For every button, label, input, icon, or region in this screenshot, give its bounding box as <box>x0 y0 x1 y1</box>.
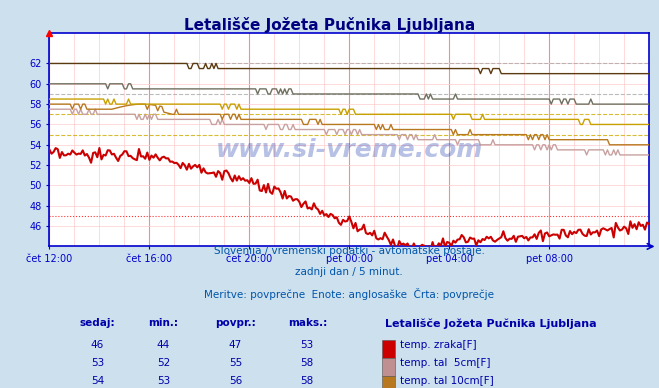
Text: 53: 53 <box>157 376 170 386</box>
Bar <box>382 376 395 388</box>
Text: min.:: min.: <box>148 318 179 328</box>
Text: Slovenija / vremenski podatki - avtomatske postaje.: Slovenija / vremenski podatki - avtomats… <box>214 246 485 256</box>
Bar <box>382 358 395 376</box>
Text: 53: 53 <box>301 340 314 350</box>
Text: Letališče Jožeta Pučnika Ljubljana: Letališče Jožeta Pučnika Ljubljana <box>386 318 597 329</box>
Text: sedaj:: sedaj: <box>80 318 115 328</box>
Text: 55: 55 <box>229 358 242 368</box>
Text: povpr.:: povpr.: <box>215 318 256 328</box>
Text: zadnji dan / 5 minut.: zadnji dan / 5 minut. <box>295 267 403 277</box>
Text: temp. tal 10cm[F]: temp. tal 10cm[F] <box>400 376 494 386</box>
Text: 54: 54 <box>91 376 104 386</box>
Text: 52: 52 <box>157 358 170 368</box>
Text: 47: 47 <box>229 340 242 350</box>
Bar <box>382 340 395 358</box>
Text: 58: 58 <box>301 376 314 386</box>
Text: 56: 56 <box>229 376 242 386</box>
Text: temp. zraka[F]: temp. zraka[F] <box>400 340 477 350</box>
Text: Letališče Jožeta Pučnika Ljubljana: Letališče Jožeta Pučnika Ljubljana <box>184 17 475 33</box>
Text: Meritve: povprečne  Enote: anglosaške  Črta: povprečje: Meritve: povprečne Enote: anglosaške Črt… <box>204 288 494 300</box>
Text: 58: 58 <box>301 358 314 368</box>
Text: temp. tal  5cm[F]: temp. tal 5cm[F] <box>400 358 491 368</box>
Text: maks.:: maks.: <box>288 318 327 328</box>
Text: 46: 46 <box>91 340 104 350</box>
Text: www.si-vreme.com: www.si-vreme.com <box>215 139 483 162</box>
Text: 53: 53 <box>91 358 104 368</box>
Text: 44: 44 <box>157 340 170 350</box>
